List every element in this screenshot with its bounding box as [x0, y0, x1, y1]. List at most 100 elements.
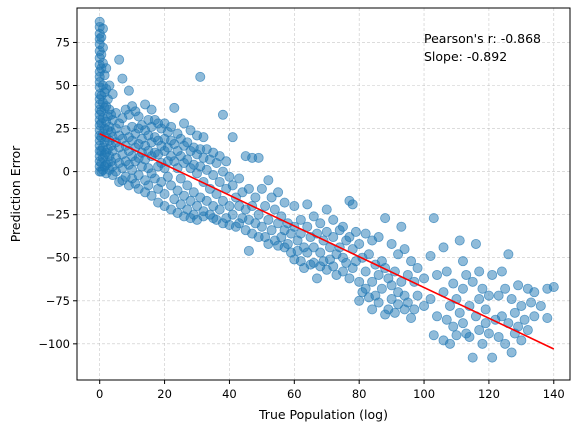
data-point: [175, 173, 186, 184]
data-point: [386, 238, 397, 249]
data-point: [467, 276, 478, 287]
data-point: [315, 247, 326, 258]
data-point: [464, 331, 475, 342]
data-point: [159, 188, 170, 199]
y-tick-label: 25: [55, 122, 70, 136]
data-point: [451, 330, 462, 341]
data-point: [179, 118, 190, 129]
pearson-annotation: Pearson's r: -0.868: [424, 31, 541, 46]
data-point: [166, 180, 177, 191]
data-point: [425, 294, 436, 305]
data-point: [548, 281, 559, 292]
data-point: [133, 111, 144, 122]
data-point: [526, 297, 537, 308]
data-point: [487, 352, 498, 363]
data-point: [182, 180, 193, 191]
data-point: [360, 266, 371, 277]
data-point: [266, 225, 277, 236]
data-point: [373, 232, 384, 243]
data-point: [295, 214, 306, 225]
data-point: [503, 249, 514, 260]
data-point: [516, 300, 527, 311]
data-points: [94, 16, 559, 363]
data-point: [289, 201, 300, 212]
data-point: [412, 263, 423, 274]
data-point: [328, 232, 339, 243]
data-point: [354, 276, 365, 287]
data-point: [217, 166, 228, 177]
data-point: [256, 221, 267, 232]
data-point: [328, 261, 339, 272]
data-point: [409, 304, 420, 315]
data-point: [337, 221, 348, 232]
data-point: [162, 171, 173, 182]
data-point: [441, 314, 452, 325]
data-point: [243, 245, 254, 256]
data-point: [480, 318, 491, 329]
data-point: [438, 242, 449, 253]
data-point: [454, 235, 465, 246]
data-point: [496, 266, 507, 277]
data-point: [444, 300, 455, 311]
data-point: [393, 299, 404, 310]
data-point: [529, 287, 540, 298]
data-point: [188, 187, 199, 198]
data-point: [224, 201, 235, 212]
data-point: [96, 32, 107, 43]
data-point: [363, 249, 374, 260]
data-point: [376, 283, 387, 294]
x-tick-label: 120: [478, 387, 500, 401]
data-point: [198, 132, 209, 143]
x-axis-ticks: 0 20 40 60 80 100 120 140: [96, 380, 565, 401]
data-point: [143, 180, 154, 191]
x-tick-label: 140: [543, 387, 565, 401]
data-point: [396, 221, 407, 232]
data-point: [279, 197, 290, 208]
data-point: [419, 273, 430, 284]
x-tick-label: 40: [222, 387, 237, 401]
data-point: [227, 180, 238, 191]
data-point: [496, 311, 507, 322]
data-point: [419, 300, 430, 311]
data-point: [208, 170, 219, 181]
data-point: [107, 89, 118, 100]
data-point: [260, 201, 271, 212]
y-tick-label: 75: [55, 35, 70, 49]
y-tick-label: −50: [46, 251, 70, 265]
y-tick-label: −25: [46, 208, 70, 222]
data-point: [457, 256, 468, 267]
y-tick-label: 50: [55, 79, 70, 93]
data-point: [470, 238, 481, 249]
data-point: [506, 294, 517, 305]
data-point: [263, 175, 274, 186]
data-point: [367, 276, 378, 287]
data-point: [487, 269, 498, 280]
data-point: [441, 266, 452, 277]
data-point: [156, 176, 167, 187]
data-point: [182, 154, 193, 165]
data-point: [360, 283, 371, 294]
data-point: [500, 338, 511, 349]
data-point: [493, 290, 504, 301]
data-point: [312, 273, 323, 284]
data-point: [425, 250, 436, 261]
data-point: [474, 294, 485, 305]
data-point: [373, 297, 384, 308]
data-point: [308, 211, 319, 222]
data-point: [354, 295, 365, 306]
data-point: [519, 314, 530, 325]
data-point: [480, 304, 491, 315]
data-point: [214, 176, 225, 187]
data-point: [302, 199, 313, 210]
y-tick-label: −75: [46, 294, 70, 308]
data-point: [444, 338, 455, 349]
x-tick-label: 80: [352, 387, 367, 401]
data-point: [250, 192, 261, 203]
y-tick-label: 0: [63, 165, 70, 179]
data-point: [412, 290, 423, 301]
data-point: [500, 283, 511, 294]
data-point: [516, 335, 527, 346]
data-point: [101, 63, 112, 74]
data-point: [146, 190, 157, 201]
